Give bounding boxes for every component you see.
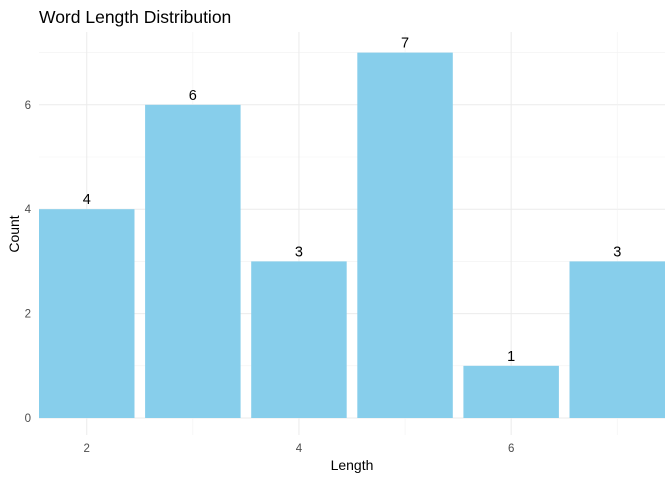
y-tick-label: 0 (25, 413, 31, 425)
bar (357, 52, 453, 418)
bar (39, 209, 135, 418)
y-axis-title: Count (6, 215, 22, 252)
y-tick-label: 6 (25, 100, 31, 112)
bars (39, 52, 665, 419)
x-tick-label: 2 (84, 443, 90, 455)
y-tick-label: 2 (25, 309, 31, 321)
data-label: 6 (189, 88, 197, 104)
data-labels: 4 6 3 7 1 3 (83, 36, 622, 365)
y-tick-label: 4 (25, 204, 32, 216)
data-label: 4 (83, 192, 91, 208)
x-tick-label: 6 (508, 443, 514, 455)
y-axis-ticks: 0 2 4 6 (25, 100, 32, 425)
bar (145, 104, 241, 419)
data-label: 3 (295, 244, 303, 260)
x-axis-title: Length (331, 457, 374, 473)
bar (463, 365, 559, 418)
bar (569, 261, 665, 418)
x-tick-label: 4 (296, 443, 303, 455)
chart-title: Word Length Distribution (39, 7, 231, 27)
x-axis-ticks: 2 4 6 (84, 443, 515, 455)
bar (251, 261, 347, 418)
data-label: 7 (401, 36, 409, 52)
data-label: 1 (507, 349, 515, 365)
data-label: 3 (613, 244, 621, 260)
